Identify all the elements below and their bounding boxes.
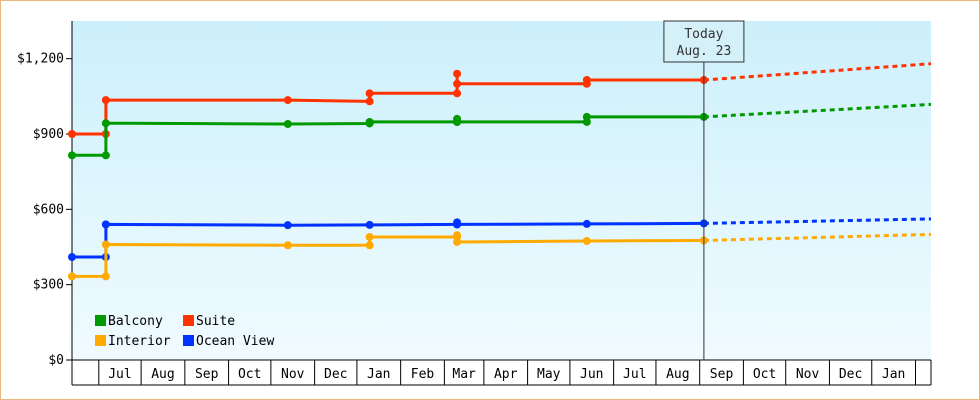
data-point-ocean-view bbox=[453, 220, 462, 229]
month-label: Jul bbox=[623, 367, 646, 382]
y-tick-label: $300 bbox=[33, 278, 64, 293]
month-label: Jul bbox=[108, 367, 131, 382]
legend-swatch-balcony bbox=[95, 315, 106, 326]
month-label: Nov bbox=[796, 367, 820, 382]
series-layer bbox=[68, 62, 932, 281]
data-point-interior bbox=[365, 232, 374, 241]
legend-label-interior: Interior bbox=[108, 334, 171, 349]
month-label: Aug bbox=[666, 367, 689, 382]
data-point-interior bbox=[582, 236, 591, 245]
data-point-balcony bbox=[101, 151, 110, 160]
y-tick-label: $0 bbox=[48, 353, 64, 368]
data-point-suite bbox=[283, 96, 292, 105]
forecast-line-balcony bbox=[703, 102, 932, 119]
data-point-balcony bbox=[283, 119, 292, 128]
month-label: Sep bbox=[195, 367, 219, 382]
legend-swatch-suite bbox=[183, 315, 194, 326]
month-label: Aug bbox=[151, 367, 174, 382]
month-label: May bbox=[537, 367, 561, 382]
data-point-balcony bbox=[365, 117, 374, 126]
forecast-line-suite bbox=[703, 62, 932, 82]
legend-swatch-interior bbox=[95, 335, 106, 346]
legend: Balcony Suite Interior Ocean View bbox=[95, 314, 274, 349]
legend-label-suite: Suite bbox=[196, 314, 235, 329]
series-balcony bbox=[68, 102, 932, 160]
data-point-interior bbox=[101, 240, 110, 249]
series-interior bbox=[68, 231, 932, 281]
data-point-balcony bbox=[68, 151, 76, 160]
data-point-suite bbox=[101, 96, 110, 105]
month-label: Nov bbox=[281, 367, 305, 382]
data-point-ocean-view bbox=[582, 219, 591, 228]
today-box bbox=[663, 20, 745, 63]
legend-label-ocean-view: Ocean View bbox=[196, 334, 274, 349]
data-point-interior bbox=[453, 231, 462, 240]
y-tick-label: $900 bbox=[33, 127, 64, 142]
plot-background bbox=[72, 21, 931, 360]
y-tick-label: $1,200 bbox=[17, 52, 64, 67]
data-point-suite bbox=[453, 79, 462, 88]
forecast-line-ocean-view bbox=[703, 217, 932, 225]
month-label: Dec bbox=[839, 367, 862, 382]
x-axis: Jul Aug Sep Oct Nov Dec Jan Feb Mar Apr May Jun Jul A… bbox=[71, 359, 932, 386]
month-label: Oct bbox=[753, 367, 776, 382]
forecast-line-interior bbox=[703, 232, 932, 242]
data-point-interior bbox=[453, 237, 462, 246]
legend-swatch-ocean-view bbox=[183, 335, 194, 346]
data-point-balcony bbox=[101, 119, 110, 128]
data-point-suite bbox=[365, 89, 374, 98]
today-marker: Today Aug. 23 bbox=[663, 20, 745, 360]
data-point-suite bbox=[453, 69, 462, 78]
data-point-interior bbox=[101, 272, 110, 281]
month-label: Oct bbox=[238, 367, 261, 382]
month-label: Jan bbox=[882, 367, 905, 382]
month-label: Jun bbox=[580, 367, 603, 382]
data-point-balcony bbox=[453, 117, 462, 126]
series-suite bbox=[68, 62, 932, 138]
data-point-interior bbox=[365, 241, 374, 250]
data-point-interior bbox=[283, 241, 292, 250]
month-label: Dec bbox=[324, 367, 347, 382]
data-point-balcony bbox=[582, 112, 591, 121]
month-label: Sep bbox=[710, 367, 734, 382]
data-point-interior bbox=[68, 272, 76, 281]
data-point-suite bbox=[365, 97, 374, 106]
today-label: Today bbox=[684, 27, 723, 42]
month-label: Feb bbox=[411, 367, 435, 382]
data-point-ocean-view bbox=[283, 221, 292, 230]
month-label: Apr bbox=[494, 367, 518, 382]
data-point-suite bbox=[453, 89, 462, 98]
data-point-ocean-view bbox=[68, 253, 76, 262]
legend-label-balcony: Balcony bbox=[108, 314, 163, 329]
month-label: Mar bbox=[452, 367, 476, 382]
data-point-suite bbox=[68, 130, 76, 138]
today-date-label: Aug. 23 bbox=[677, 44, 732, 59]
y-axis: $0 $300 $600 $900 $1,200 bbox=[17, 21, 73, 368]
data-point-ocean-view bbox=[101, 220, 110, 229]
month-label: Jan bbox=[367, 367, 390, 382]
data-point-suite bbox=[582, 76, 591, 85]
y-tick-label: $600 bbox=[33, 202, 64, 217]
data-point-ocean-view bbox=[365, 220, 374, 229]
